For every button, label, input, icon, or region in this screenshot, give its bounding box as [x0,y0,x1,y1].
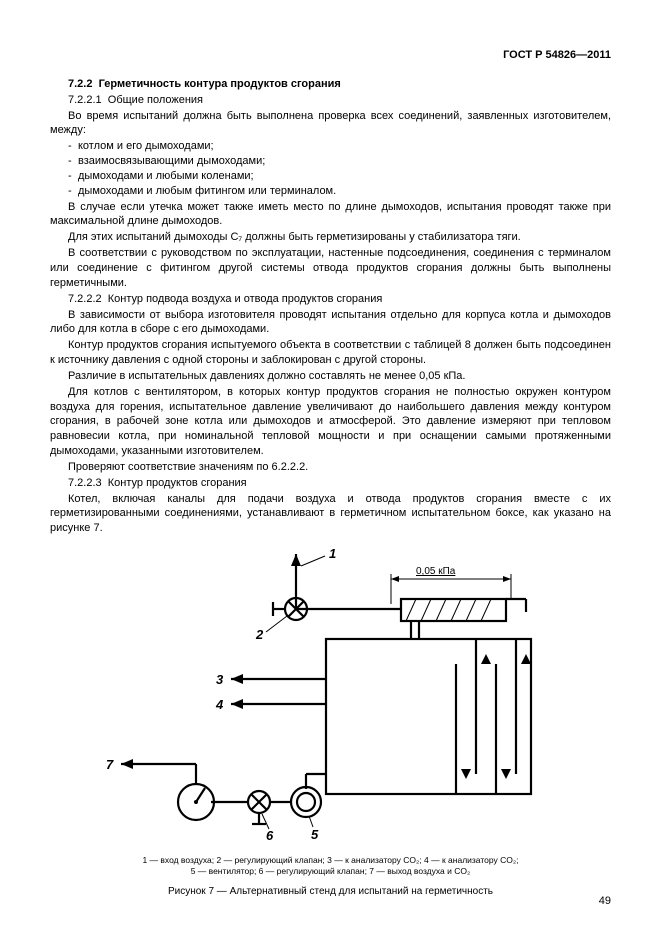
paragraph: В зависимости от выбора изготовителя про… [50,308,611,338]
list-item: дымоходами и любым фитингом или терминал… [78,184,611,199]
bullet-list: котлом и его дымоходами; взаимосвязывающ… [50,139,611,198]
figure-title: Рисунок 7 — Альтернативный стенд для исп… [50,885,611,899]
subsection-number: 7.2.2.1 [68,94,102,106]
heading-7-2-2-2: 7.2.2.2 Контур подвода воздуха и отвода … [50,292,611,307]
legend-line: 1 — вход воздуха; 2 — регулирующий клапа… [142,855,518,865]
paragraph: Проверяют соответствие значениям по 6.2.… [50,460,611,475]
paragraph: Контур продуктов сгорания испытуемого об… [50,338,611,368]
subsection-number: 7.2.2.2 [68,293,102,305]
paragraph: Для котлов с вентилятором, в которых кон… [50,385,611,459]
heading-7-2-2-1: 7.2.2.1 Общие положения [50,93,611,108]
section-title: Герметичность контура продуктов сгорания [99,78,341,90]
paragraph: Во время испытаний должна быть выполнена… [50,109,611,139]
figure-label-1: 1 [329,546,336,561]
heading-7-2-2: 7.2.2 Герметичность контура продуктов сг… [50,77,611,92]
list-item: дымоходами и любыми коленами; [78,169,611,184]
list-item: котлом и его дымоходами; [78,139,611,154]
paragraph: В случае если утечка может также иметь м… [50,200,611,230]
figure-label-5: 5 [311,827,319,842]
subsection-title: Контур подвода воздуха и отвода продукто… [108,293,383,305]
subsection-number: 7.2.2.3 [68,477,102,489]
paragraph: Котел, включая каналы для подачи воздуха… [50,492,611,537]
legend-line: 5 — вентилятор; 6 — регулирующий клапан;… [191,866,471,876]
figure-label-3: 3 [216,672,224,687]
page: ГОСТ Р 54826—2011 7.2.2 Герметичность ко… [0,0,661,935]
figure-label-2: 2 [255,627,264,642]
figure-label-4: 4 [215,697,224,712]
figure-7: 0,05 кПа 1 2 3 4 [50,544,611,898]
paragraph: Для этих испытаний дымоходы C₇ должны бы… [50,230,611,245]
subsection-title: Общие положения [108,94,203,106]
figure-svg: 0,05 кПа 1 2 3 4 [101,544,561,844]
heading-7-2-2-3: 7.2.2.3 Контур продуктов сгорания [50,476,611,491]
figure-legend: 1 — вход воздуха; 2 — регулирующий клапа… [50,855,611,877]
document-id: ГОСТ Р 54826—2011 [50,48,611,63]
figure-label-6: 6 [266,828,274,843]
figure-label-7: 7 [106,757,114,772]
page-number: 49 [599,894,611,909]
list-item: взаимосвязывающими дымоходами; [78,154,611,169]
paragraph: В соответствии с руководством по эксплуа… [50,246,611,291]
pressure-label: 0,05 кПа [416,566,456,577]
subsection-title: Контур продуктов сгорания [108,477,247,489]
section-number: 7.2.2 [68,78,92,90]
paragraph: Различие в испытательных давлениях должн… [50,369,611,384]
